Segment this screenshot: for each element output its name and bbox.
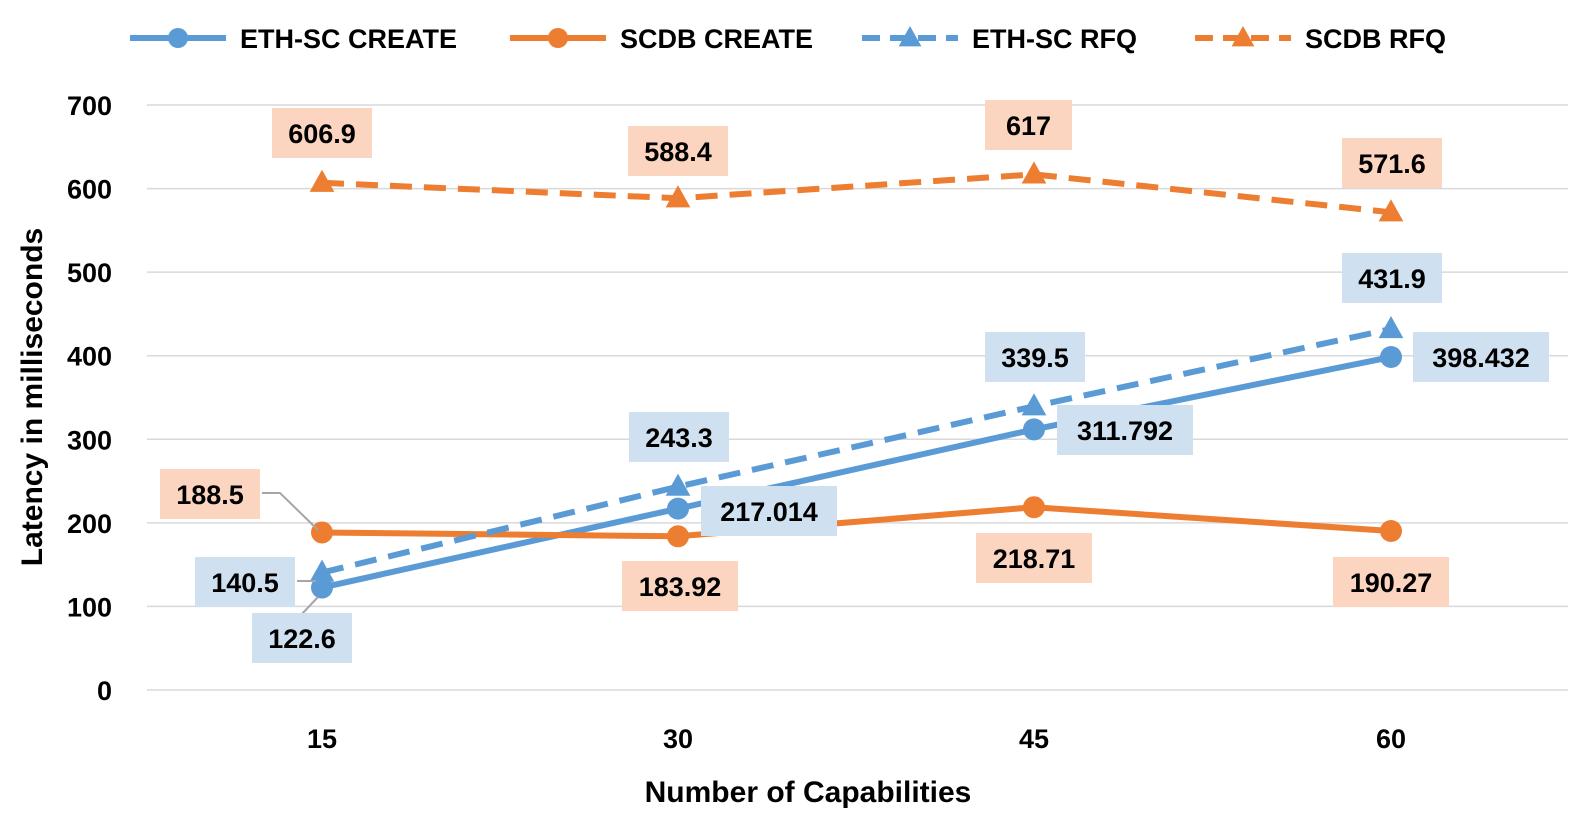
data-label: 140.5 (211, 568, 279, 598)
legend-item: SCDB CREATE (510, 24, 813, 54)
data-point (311, 521, 333, 544)
series-lines (309, 161, 1404, 599)
data-point (665, 473, 691, 496)
data-point (309, 559, 335, 582)
series-scdb-create (311, 496, 1402, 548)
series-line (321, 354, 1392, 591)
data-label: 183.92 (639, 572, 722, 602)
series-line (321, 326, 1392, 576)
data-label: 606.9 (288, 119, 356, 149)
data-label-box (985, 332, 1085, 382)
legend-marker (898, 26, 922, 47)
data-label: 588.4 (644, 137, 712, 167)
legend-marker (168, 28, 188, 48)
data-label-box (629, 412, 729, 462)
y-tick-label: 100 (67, 592, 112, 622)
data-label: 217.014 (720, 497, 818, 527)
legend-label: SCDB CREATE (620, 24, 813, 54)
data-label: 122.6 (268, 624, 336, 654)
data-label-box (1413, 332, 1549, 382)
data-point (1380, 346, 1402, 369)
y-tick-label: 600 (67, 175, 112, 205)
y-axis-title: Latency in milliseconds (16, 228, 49, 566)
legend-label: SCDB RFQ (1305, 24, 1446, 54)
data-point (1021, 161, 1047, 184)
y-tick-label: 0 (97, 676, 112, 706)
x-axis-title: Number of Capabilities (645, 776, 972, 809)
data-label: 431.9 (1358, 264, 1426, 294)
data-point (1021, 393, 1047, 416)
legend-marker (1231, 26, 1255, 47)
data-point (1380, 519, 1402, 542)
data-point (309, 169, 335, 192)
y-tick-label: 700 (67, 91, 112, 121)
legend-label: ETH-SC CREATE (240, 24, 457, 54)
y-tick-label: 400 (67, 342, 112, 372)
data-label: 311.792 (1077, 416, 1173, 446)
series-scdb-rfq (309, 161, 1404, 222)
data-label-box (160, 469, 260, 519)
x-tick-label: 45 (1019, 724, 1049, 754)
data-labels: 122.6 217.014 311.792 398.432 188.5 183.92 218… (160, 100, 1549, 663)
data-label: 571.6 (1358, 149, 1426, 179)
y-tick-label: 500 (67, 258, 112, 288)
data-label-box (272, 108, 372, 158)
data-label-box (1342, 253, 1442, 303)
data-label-box (701, 486, 837, 536)
series-eth-sc-create (311, 346, 1402, 599)
data-point (667, 497, 689, 520)
data-label-box (195, 557, 295, 607)
data-point (311, 576, 333, 599)
data-point (1023, 418, 1045, 441)
legend: ETH-SC CREATE SCDB CREATE ETH-SC RFQ SCDB R… (130, 24, 1446, 54)
data-label: 617 (1006, 111, 1051, 141)
data-point (667, 525, 689, 548)
leader-line (262, 492, 319, 531)
data-label: 190.27 (1350, 568, 1433, 598)
data-label-box (1057, 405, 1193, 455)
legend-item: SCDB RFQ (1195, 24, 1446, 54)
data-label: 243.3 (645, 423, 713, 453)
data-label: 398.432 (1432, 343, 1530, 373)
data-label-box (622, 561, 738, 611)
data-label: 339.5 (1001, 343, 1069, 373)
legend-marker (548, 28, 568, 48)
leader-line (299, 596, 319, 617)
x-axis-ticks: 15 30 45 60 (307, 724, 1406, 754)
x-tick-label: 30 (663, 724, 693, 754)
y-tick-label: 300 (67, 425, 112, 455)
y-axis-ticks: 0 100 200 300 400 500 600 700 (67, 91, 112, 706)
data-point (1378, 199, 1404, 222)
x-tick-label: 15 (307, 724, 337, 754)
data-label: 188.5 (176, 480, 244, 510)
data-point (1023, 496, 1045, 519)
data-point (665, 185, 691, 208)
legend-label: ETH-SC RFQ (972, 24, 1137, 54)
series-line (321, 171, 1392, 216)
data-label-box (976, 533, 1092, 583)
x-tick-label: 60 (1376, 724, 1406, 754)
series-line (321, 504, 1392, 540)
data-label-box (628, 126, 728, 176)
series-eth-sc-rfq (309, 316, 1404, 582)
data-label: 218.71 (993, 544, 1076, 574)
data-label-box (252, 613, 352, 663)
data-point (1378, 316, 1404, 339)
data-label-box (1333, 557, 1449, 607)
data-label-box (1342, 138, 1442, 188)
data-label-box (985, 100, 1072, 150)
legend-item: ETH-SC CREATE (130, 24, 457, 54)
legend-item: ETH-SC RFQ (862, 24, 1137, 54)
y-tick-label: 200 (67, 509, 112, 539)
